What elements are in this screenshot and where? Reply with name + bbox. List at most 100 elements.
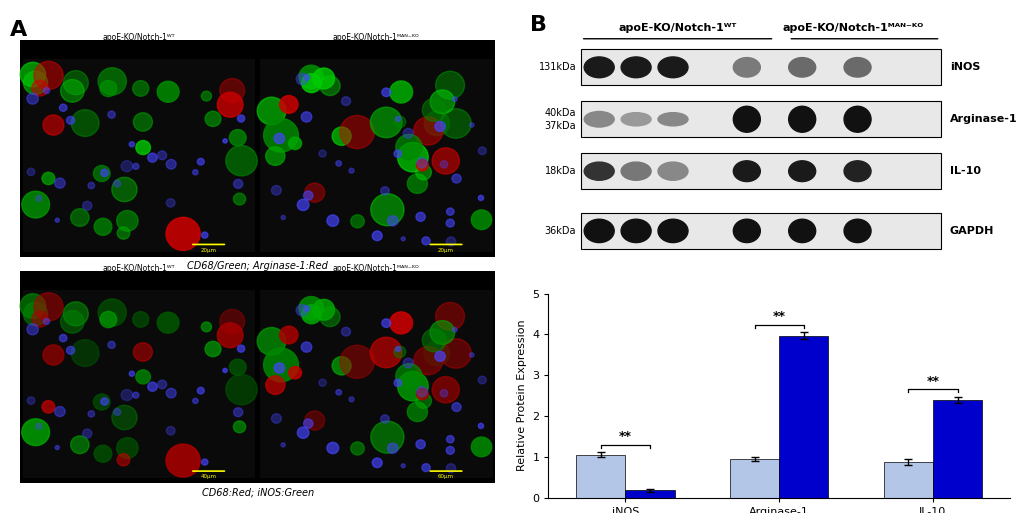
- Circle shape: [197, 159, 204, 165]
- Bar: [22, 290, 255, 478]
- Circle shape: [201, 91, 211, 101]
- Circle shape: [117, 453, 129, 466]
- Circle shape: [446, 237, 455, 246]
- Ellipse shape: [657, 113, 688, 126]
- Text: 40kDa: 40kDa: [544, 108, 576, 118]
- Circle shape: [380, 187, 389, 195]
- Circle shape: [34, 61, 63, 90]
- Circle shape: [88, 183, 95, 189]
- Circle shape: [121, 389, 132, 401]
- Circle shape: [351, 215, 364, 228]
- Circle shape: [478, 423, 483, 428]
- Text: **: **: [619, 430, 631, 443]
- Circle shape: [136, 141, 151, 154]
- Circle shape: [129, 142, 135, 147]
- Circle shape: [94, 165, 110, 182]
- Circle shape: [432, 377, 459, 403]
- Circle shape: [129, 371, 135, 377]
- Circle shape: [271, 413, 281, 423]
- Circle shape: [20, 62, 46, 87]
- Ellipse shape: [584, 57, 613, 77]
- Circle shape: [351, 442, 364, 455]
- Circle shape: [451, 403, 461, 411]
- Circle shape: [108, 111, 115, 118]
- Circle shape: [422, 98, 445, 122]
- Circle shape: [371, 194, 404, 226]
- Circle shape: [372, 231, 382, 241]
- Circle shape: [320, 76, 339, 95]
- Circle shape: [471, 437, 491, 457]
- Circle shape: [339, 345, 374, 379]
- Circle shape: [274, 363, 284, 373]
- Circle shape: [478, 147, 486, 154]
- Text: 20μm: 20μm: [201, 248, 216, 253]
- Circle shape: [233, 193, 246, 205]
- Circle shape: [229, 359, 246, 376]
- Circle shape: [301, 342, 312, 352]
- Bar: [625, 490, 674, 498]
- Circle shape: [23, 302, 48, 326]
- Circle shape: [108, 341, 115, 348]
- Circle shape: [100, 81, 116, 96]
- Circle shape: [372, 458, 382, 467]
- Text: B: B: [530, 15, 546, 35]
- Circle shape: [217, 92, 243, 117]
- Circle shape: [288, 137, 302, 150]
- Ellipse shape: [733, 106, 759, 132]
- Ellipse shape: [788, 57, 815, 77]
- Circle shape: [28, 168, 35, 175]
- Bar: [580, 213, 940, 249]
- Circle shape: [55, 218, 59, 222]
- Circle shape: [302, 305, 321, 324]
- Circle shape: [435, 302, 464, 330]
- Ellipse shape: [844, 161, 870, 182]
- Circle shape: [416, 440, 425, 449]
- Circle shape: [59, 104, 67, 111]
- Circle shape: [348, 397, 354, 402]
- Circle shape: [478, 376, 486, 384]
- Circle shape: [389, 312, 412, 334]
- Circle shape: [416, 160, 428, 171]
- Circle shape: [381, 319, 390, 327]
- Circle shape: [299, 65, 323, 89]
- Circle shape: [205, 111, 221, 127]
- Ellipse shape: [584, 219, 613, 243]
- Ellipse shape: [621, 219, 650, 243]
- Circle shape: [403, 358, 413, 368]
- Circle shape: [43, 345, 64, 365]
- Circle shape: [319, 379, 326, 386]
- Circle shape: [223, 139, 227, 143]
- Bar: [779, 336, 827, 498]
- Circle shape: [70, 436, 89, 453]
- Circle shape: [83, 429, 92, 438]
- Circle shape: [416, 165, 431, 180]
- Bar: [576, 455, 625, 498]
- Circle shape: [263, 119, 299, 152]
- Circle shape: [94, 218, 112, 235]
- Circle shape: [266, 376, 284, 394]
- Circle shape: [98, 68, 126, 95]
- Circle shape: [20, 294, 46, 318]
- Circle shape: [44, 88, 50, 93]
- Circle shape: [202, 232, 208, 238]
- Circle shape: [113, 180, 120, 187]
- Text: GAPDH: GAPDH: [949, 226, 994, 236]
- Circle shape: [422, 237, 430, 245]
- Bar: [580, 49, 940, 86]
- Circle shape: [451, 327, 457, 332]
- Circle shape: [446, 436, 453, 443]
- Circle shape: [36, 195, 42, 202]
- Circle shape: [112, 405, 137, 430]
- Circle shape: [414, 117, 442, 145]
- Circle shape: [370, 337, 401, 368]
- Circle shape: [348, 168, 354, 173]
- Circle shape: [327, 442, 338, 453]
- Circle shape: [407, 402, 427, 422]
- Circle shape: [42, 401, 55, 413]
- Text: 131kDa: 131kDa: [538, 62, 576, 72]
- Circle shape: [132, 81, 149, 96]
- Text: iNOS: iNOS: [949, 62, 979, 72]
- Circle shape: [341, 97, 351, 106]
- Circle shape: [158, 380, 166, 389]
- Text: apoE-KO/Notch-1ᵂᵀ: apoE-KO/Notch-1ᵂᵀ: [103, 264, 175, 273]
